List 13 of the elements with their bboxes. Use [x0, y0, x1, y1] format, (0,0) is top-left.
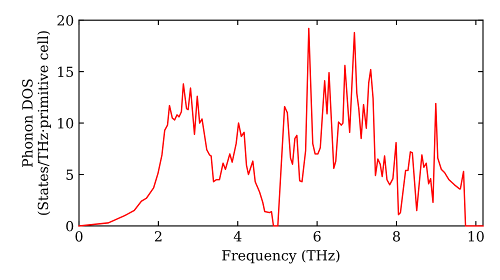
y-tick-label: 10	[58, 118, 74, 129]
y-tick-label: 0	[66, 220, 74, 232]
x-axis-title: Frequency (THz)	[222, 250, 340, 264]
x-tick-label: 4	[234, 231, 242, 242]
y-tick-label: 15	[58, 66, 74, 78]
x-tick-label: 10	[468, 231, 484, 242]
x-tick-label: 2	[154, 231, 162, 242]
x-tick-label: 8	[392, 231, 400, 242]
x-tick-label: 0	[75, 231, 82, 242]
y-axis-title: Phonon DOS (States/THz·primitive cell)	[22, 31, 51, 215]
x-tick-label: 6	[314, 231, 321, 242]
y-tick-label: 20	[57, 15, 74, 26]
y-tick-label: 5	[66, 170, 74, 180]
